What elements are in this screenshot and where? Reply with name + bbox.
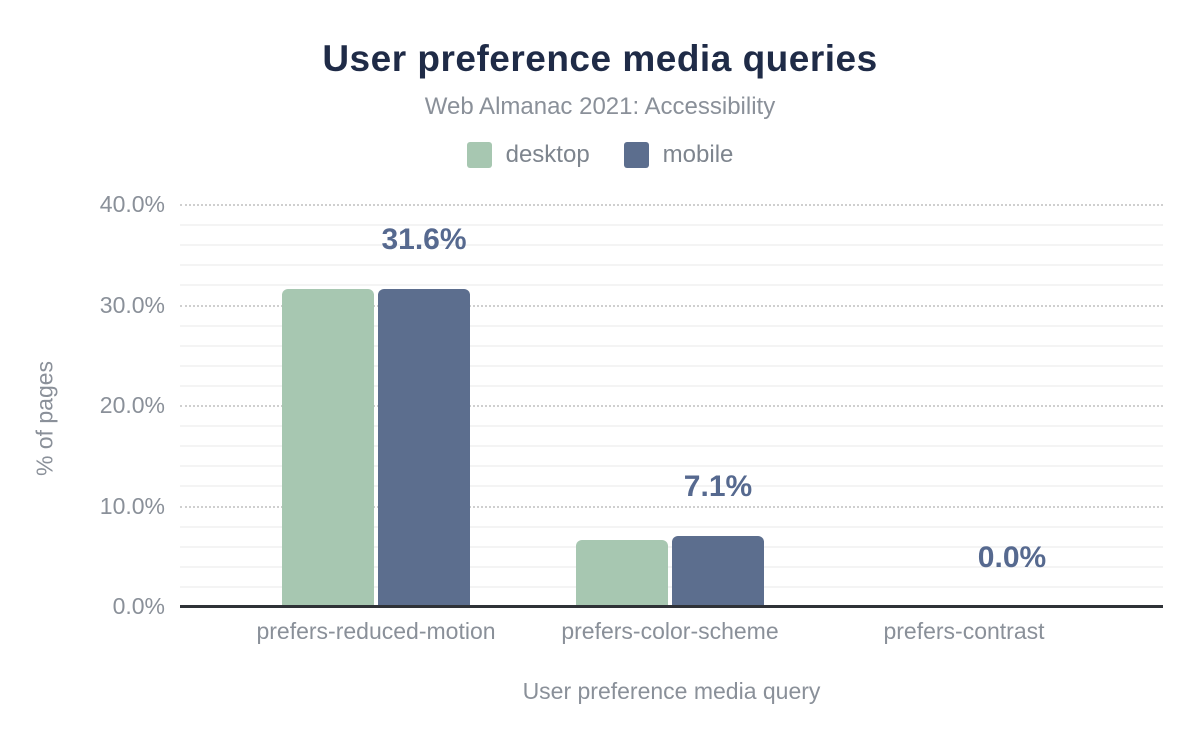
gridline-minor: [180, 344, 1163, 347]
y-tick-20.0%: 20.0%: [99, 392, 165, 418]
gridline-minor: [180, 465, 1163, 468]
y-tick-10.0%: 10.0%: [99, 492, 165, 519]
gridline-minor: [180, 445, 1163, 448]
legend: desktop mobile: [0, 141, 1200, 169]
gridline-minor: [180, 364, 1163, 367]
value-label-prefers-reduced-motion: 31.6%: [381, 223, 467, 257]
x-axis-title: User preference media query: [522, 678, 821, 704]
desktop-swatch-icon: [466, 142, 492, 168]
gridline-minor: [180, 224, 1163, 227]
gridline-major: [180, 204, 1163, 206]
legend-item-desktop: desktop: [466, 141, 590, 169]
gridline-minor: [180, 284, 1163, 287]
value-label-prefers-contrast: 0.0%: [977, 541, 1047, 574]
legend-label-mobile: mobile: [662, 141, 734, 168]
gridline-major: [180, 505, 1163, 508]
plot-area: 31.6% 7.1% 0.0%: [180, 204, 1163, 608]
x-tick-prefers-reduced-motion: prefers-reduced-motion: [256, 618, 496, 644]
value-label-prefers-color-scheme: 7.1%: [683, 469, 753, 503]
gridline-minor: [180, 545, 1163, 548]
x-axis-line: [180, 605, 1163, 608]
x-tick-prefers-contrast: prefers-contrast: [883, 618, 1045, 644]
gridline-minor: [180, 565, 1163, 568]
gridline-minor: [180, 264, 1163, 267]
y-tick-0.0%: 0.0%: [112, 593, 165, 619]
bar-mobile-prefers-reduced-motion: [378, 289, 470, 607]
gridline-minor: [180, 525, 1163, 528]
bar-desktop-prefers-reduced-motion: [282, 289, 374, 607]
y-tick-30.0%: 30.0%: [99, 291, 165, 318]
gridline-minor: [180, 485, 1163, 488]
gridline-minor: [180, 585, 1163, 588]
gridline-major: [180, 405, 1163, 407]
gridline-minor: [180, 384, 1163, 387]
bar-mobile-prefers-color-scheme: [672, 536, 764, 607]
gridline-minor: [180, 324, 1163, 327]
chart-subtitle: Web Almanac 2021: Accessibility: [424, 93, 776, 120]
legend-label-desktop: desktop: [505, 141, 590, 168]
bar-desktop-prefers-color-scheme: [576, 540, 668, 607]
gridline-minor: [180, 425, 1163, 428]
y-tick-40.0%: 40.0%: [99, 191, 165, 217]
gridline-major: [180, 304, 1163, 307]
gridline-minor: [180, 244, 1163, 247]
mobile-swatch-icon: [623, 142, 649, 168]
chart-title: User preference media queries: [322, 38, 878, 79]
legend-item-mobile: mobile: [623, 141, 734, 169]
x-tick-prefers-color-scheme: prefers-color-scheme: [561, 618, 779, 644]
